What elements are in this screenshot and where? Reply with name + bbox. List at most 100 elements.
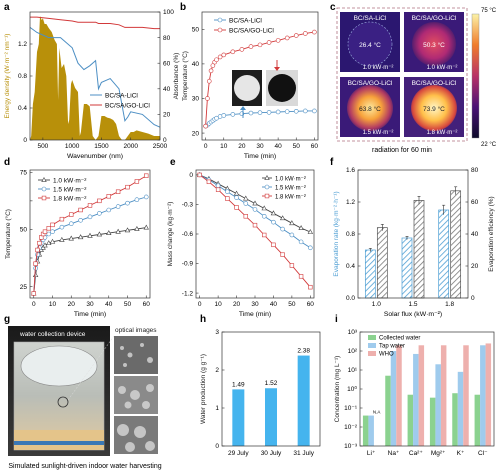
thermal-caption: radiation for 60 min bbox=[372, 147, 432, 154]
bar-concentration bbox=[407, 394, 414, 446]
data-point bbox=[78, 217, 83, 223]
y-axis-title: Mass change (kg·m⁻²) bbox=[167, 202, 174, 267]
data-point bbox=[280, 252, 285, 257]
bar-concentration bbox=[463, 345, 469, 446]
y-tick-label: 10¹ bbox=[348, 367, 358, 374]
legend-label: 1.8 kW·m⁻² bbox=[53, 196, 87, 203]
tile-1-flux: 1.0 kW·m⁻² bbox=[363, 65, 394, 71]
x-tick-label: 30 bbox=[256, 143, 264, 150]
y-tick-label: 30 bbox=[192, 96, 200, 103]
data-point bbox=[87, 232, 93, 238]
bar-concentration bbox=[480, 345, 486, 446]
x-tick-label: 40 bbox=[105, 301, 113, 308]
magnify-line bbox=[67, 335, 115, 401]
data-point bbox=[234, 195, 239, 200]
y-tick-label: 0 bbox=[163, 137, 167, 144]
legend-marker bbox=[264, 174, 270, 180]
bar-evaporation-efficiency bbox=[413, 200, 425, 299]
panel-letter-h: h bbox=[200, 314, 206, 325]
data-point bbox=[266, 110, 272, 115]
legend-label: 1.8 kW·m⁻² bbox=[275, 195, 306, 201]
thermal-tile-1-sample bbox=[347, 21, 393, 67]
bar-concentration bbox=[429, 397, 436, 446]
data-point bbox=[248, 110, 254, 116]
data-point bbox=[59, 224, 65, 230]
data-point bbox=[46, 240, 52, 246]
bar-value-label: 1.52 bbox=[265, 380, 278, 387]
chart-b: 0 10 20 30 40 50 60 20 30 40 50 Time (min) Temperatu… bbox=[181, 11, 318, 160]
data-point bbox=[87, 214, 93, 220]
data-point bbox=[230, 112, 236, 117]
x-tick-label: Cl⁻ bbox=[478, 450, 488, 457]
data-point bbox=[280, 226, 285, 232]
data-point bbox=[271, 219, 276, 225]
y-tick-label: 20 bbox=[471, 263, 479, 270]
data-point bbox=[106, 230, 112, 235]
data-point bbox=[293, 108, 299, 114]
data-point bbox=[289, 232, 295, 238]
solar-spectrum-area bbox=[30, 16, 160, 140]
x-tick-label: 20 bbox=[68, 301, 76, 308]
data-point bbox=[87, 203, 93, 208]
data-point bbox=[243, 201, 249, 206]
y-tick-label: 3 bbox=[215, 329, 219, 336]
data-point bbox=[239, 47, 245, 52]
data-point bbox=[303, 31, 308, 36]
panel-g-photo: water collection device optical images S… bbox=[8, 326, 162, 470]
x-tick-label: 30 bbox=[251, 301, 259, 308]
data-point bbox=[215, 183, 221, 189]
colorbar-min-label: 22 °C bbox=[481, 142, 497, 148]
water-device-label: water collection device bbox=[19, 331, 86, 338]
data-point bbox=[221, 113, 227, 118]
y-axis-title: Water production (g g⁻¹) bbox=[200, 354, 207, 424]
legend-label: WHO bbox=[379, 352, 394, 358]
legend-marker bbox=[217, 27, 223, 33]
chart-i: N.A Li⁺ Na⁺ Ca²⁺ Mg²⁺ K⁺ Cl⁻ 10⁻³ 10⁻² 10⁻¹ 10⁰ 10¹… bbox=[334, 329, 495, 457]
y-tick-label: 0.0 bbox=[346, 295, 355, 302]
legend-label: BC/SA/GO-LiCl bbox=[105, 103, 150, 110]
y-tick-label: 0 bbox=[23, 137, 27, 144]
x-tick-label: 30 bbox=[86, 301, 94, 308]
y-tick-label: 1.6 bbox=[346, 167, 355, 174]
x-tick-label: 1.0 bbox=[372, 301, 381, 308]
data-point bbox=[134, 197, 140, 203]
data-point bbox=[35, 247, 40, 253]
tile-2-name: BC/SA/GO-LiCl bbox=[412, 15, 457, 22]
x-axis-title: Time (min) bbox=[239, 311, 271, 318]
y-tick-label: 75 bbox=[20, 169, 28, 176]
y-tick-label: 1.2 bbox=[346, 199, 355, 206]
y-tick-label: 80 bbox=[163, 35, 171, 42]
x-axis-title: Solar flux (kW·m⁻²) bbox=[384, 311, 442, 318]
data-point bbox=[97, 198, 102, 204]
bar-value-label: 1.49 bbox=[232, 381, 245, 388]
data-point bbox=[225, 196, 230, 201]
data-point bbox=[106, 194, 111, 199]
data-point bbox=[69, 212, 74, 217]
legend-label: 1.0 kW·m⁻² bbox=[275, 177, 306, 183]
chart-a: 500 1000 1500 2000 250000.40.81.202040608010… bbox=[4, 9, 180, 160]
y-tick-label: 0.4 bbox=[18, 105, 27, 112]
data-point bbox=[214, 115, 219, 121]
y-tick-label: 0.8 bbox=[346, 231, 355, 238]
tile-4-flux: 1.8 kW·m⁻² bbox=[427, 130, 458, 136]
thermal-colorbar bbox=[471, 13, 480, 139]
na-label: N.A bbox=[373, 410, 381, 415]
legend-label: Collected water bbox=[379, 336, 420, 342]
panel-letter-c: c bbox=[330, 2, 336, 13]
y-tick-label: 10⁻³ bbox=[344, 443, 358, 450]
data-point bbox=[257, 42, 263, 48]
data-point bbox=[308, 284, 313, 290]
bar-concentration bbox=[457, 371, 464, 446]
tile-4-temp: 73.9 °C bbox=[423, 105, 445, 113]
x-tick-label: Li⁺ bbox=[367, 450, 376, 457]
x-tick-label: 50 bbox=[293, 143, 301, 150]
x-tick-label: 60 bbox=[143, 301, 151, 308]
panel-letter-e: e bbox=[170, 157, 176, 168]
legend-marker bbox=[41, 176, 47, 182]
data-point bbox=[206, 78, 212, 84]
legend-label: 1.5 kW·m⁻² bbox=[53, 187, 87, 194]
x-tick-label: 10 bbox=[215, 301, 223, 308]
x-axis-title: Wavenumber (nm) bbox=[67, 153, 123, 160]
y-tick-label: 1 bbox=[215, 405, 219, 412]
